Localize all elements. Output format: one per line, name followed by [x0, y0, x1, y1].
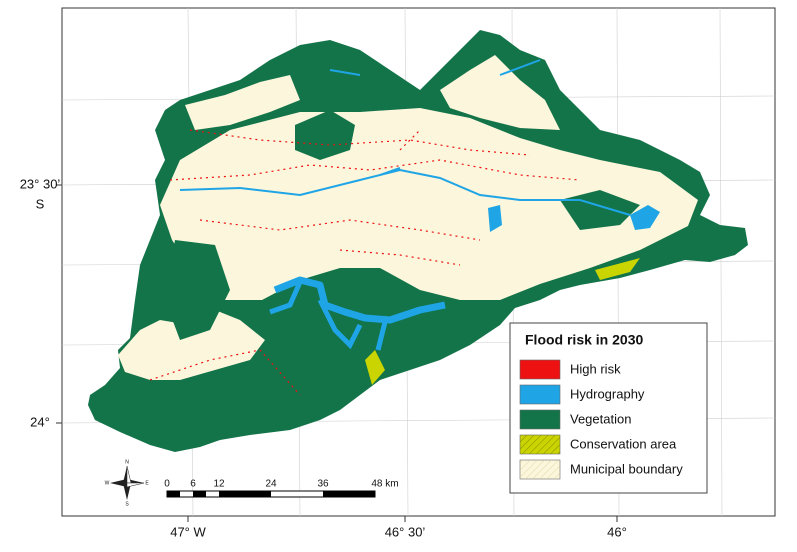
scale-label: 0 [164, 479, 170, 490]
lat-label: 24° [30, 414, 50, 429]
lat-label: 23° 30’ [20, 176, 61, 191]
legend-label: Municipal boundary [570, 461, 683, 476]
scale-label: 48 km [371, 479, 398, 490]
lat-label: S [36, 196, 45, 211]
scale-label: 6 [190, 479, 196, 490]
municipal-area [118, 310, 265, 380]
river [179, 59, 631, 216]
legend-hatch [520, 460, 560, 479]
legend-label: Conservation area [570, 436, 677, 451]
municipal-area [185, 75, 300, 130]
legend-hatch [520, 435, 560, 454]
compass-label: W [105, 480, 110, 486]
legend-label: Vegetation [570, 411, 631, 426]
scale-label: 12 [213, 479, 225, 490]
legend-title: Flood risk in 2030 [525, 332, 643, 348]
vegetation-patch [295, 110, 355, 160]
lon-label: 46° 30’ [385, 524, 426, 539]
river [273, 276, 446, 324]
river [269, 281, 388, 351]
scale-label: 24 [265, 479, 277, 490]
risk-speckles [149, 129, 581, 396]
legend-swatch [519, 384, 561, 405]
compass-label: N [125, 459, 129, 465]
frame-ticks [56, 184, 618, 522]
reservoir [630, 205, 660, 230]
vegetation-patch [165, 240, 230, 340]
lon-label: 47° W [170, 524, 206, 539]
scale-label: 36 [317, 479, 329, 490]
region [88, 30, 748, 452]
compass-label: E [145, 480, 149, 486]
compass: N S E W [105, 459, 150, 507]
compass-label: S [125, 501, 129, 507]
reservoir [488, 205, 502, 232]
legend-label: Hydrography [570, 386, 645, 401]
municipal-area [160, 108, 698, 300]
legend-swatch [519, 409, 561, 430]
legend-swatch [519, 359, 561, 380]
legend: Flood risk in 2030 High risk Hydrography V… [509, 322, 708, 494]
municipal-area [440, 55, 560, 130]
lon-label: 46° [607, 524, 627, 539]
scale-bar: 0 6 12 24 36 48 km [164, 479, 399, 498]
conservation-area [365, 258, 640, 385]
legend-label: High risk [570, 361, 621, 376]
